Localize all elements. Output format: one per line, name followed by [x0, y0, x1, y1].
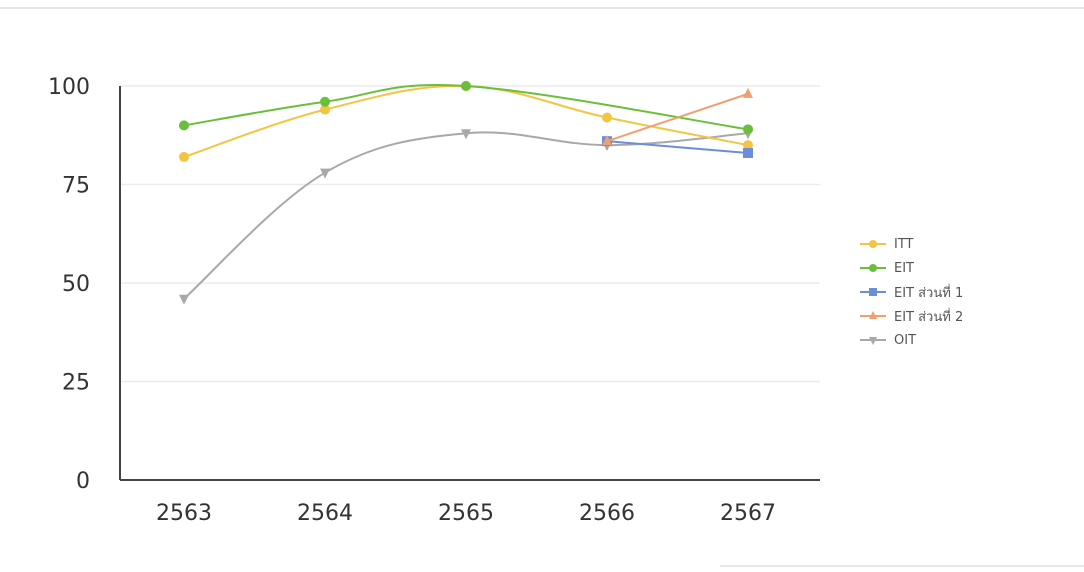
- y-tick-label: 100: [48, 75, 90, 100]
- series-lines: [179, 81, 753, 305]
- y-tick-label: 50: [62, 272, 90, 297]
- x-tick-label: 2564: [297, 501, 353, 526]
- legend-item: OIT: [858, 328, 963, 352]
- legend-marker-icon: [860, 311, 886, 319]
- axes: [119, 86, 820, 481]
- legend-label: EIT ส่วนที่ 2: [894, 309, 964, 325]
- legend-item: EIT ส่วนที่ 1: [858, 280, 963, 304]
- y-tick-label: 0: [76, 469, 90, 494]
- data-point: [179, 120, 189, 131]
- x-tick-label: 2567: [720, 501, 776, 526]
- chart-legend: ITT EIT EIT ส่วนที่ 1 EIT ส่วนที่ 2 OIT: [858, 232, 963, 352]
- series-1: [179, 81, 753, 135]
- legend-label: EIT: [894, 260, 914, 276]
- series-line: [183, 83, 749, 131]
- data-point: [602, 135, 612, 146]
- legend-label: OIT: [894, 332, 917, 348]
- data-point: [179, 151, 189, 162]
- y-tick-label: 75: [62, 174, 90, 199]
- legend-marker-icon: [860, 288, 886, 296]
- y-tick-label: 25: [62, 371, 90, 396]
- data-point: [179, 294, 189, 305]
- legend-marker: [869, 311, 877, 319]
- data-point: [743, 87, 753, 98]
- x-tick-label: 2565: [438, 501, 494, 526]
- legend-item: EIT ส่วนที่ 2: [858, 304, 963, 328]
- series-3: [602, 87, 753, 146]
- legend-marker-icon: [860, 240, 886, 248]
- data-point: [743, 124, 753, 135]
- legend-label: ITT: [894, 236, 914, 252]
- legend-marker: [869, 264, 877, 272]
- legend-marker: [869, 337, 877, 345]
- data-point: [461, 129, 471, 140]
- legend-item: EIT: [858, 256, 963, 280]
- data-point: [461, 81, 471, 91]
- legend-item: ITT: [858, 232, 963, 256]
- legend-marker-icon: [860, 337, 886, 345]
- legend-marker: [869, 288, 877, 296]
- x-tick-labels: 2563 2564 2565 2566 2567: [156, 501, 776, 526]
- legend-marker: [869, 240, 877, 248]
- data-point: [743, 140, 753, 151]
- data-point: [320, 104, 330, 115]
- data-point: [320, 168, 330, 179]
- y-tick-labels: 0 25 50 75 100: [48, 75, 90, 494]
- x-tick-label: 2563: [156, 501, 212, 526]
- data-point: [602, 112, 612, 123]
- data-point: [743, 147, 753, 158]
- legend-marker-icon: [860, 264, 886, 272]
- legend-label: EIT ส่วนที่ 1: [894, 285, 964, 301]
- series-line: [606, 92, 749, 143]
- x-tick-label: 2566: [579, 501, 635, 526]
- series-line: [606, 140, 749, 154]
- data-point: [320, 96, 330, 107]
